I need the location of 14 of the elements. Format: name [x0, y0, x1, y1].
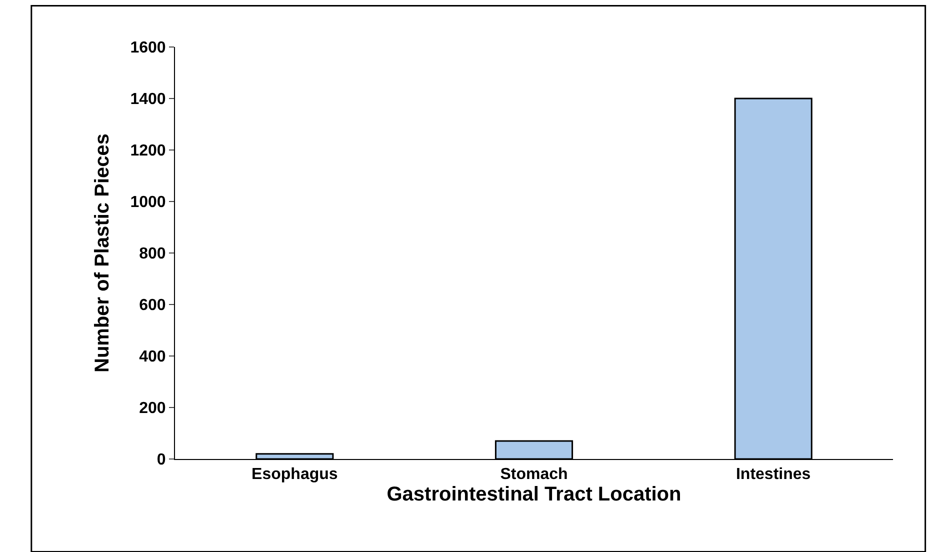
y-tick-label: 1000 — [130, 194, 166, 212]
y-tick-label: 1400 — [130, 91, 166, 108]
y-tick-label: 400 — [139, 348, 166, 366]
x-tick-label: Stomach — [500, 466, 568, 484]
y-tick-label: 1200 — [130, 142, 166, 160]
y-axis-title: Number of Plastic Pieces — [92, 134, 114, 372]
y-tick-label: 1600 — [130, 40, 166, 57]
x-axis-title: Gastrointestinal Tract Location — [386, 484, 682, 506]
x-tick-label: Esophagus — [252, 466, 338, 484]
x-tick-label: Intestines — [736, 466, 811, 484]
y-tick-label: 800 — [139, 246, 166, 263]
y-tick-label: 0 — [156, 452, 166, 469]
y-tick-label: 600 — [139, 297, 166, 314]
y-tick-label: 200 — [139, 400, 166, 418]
